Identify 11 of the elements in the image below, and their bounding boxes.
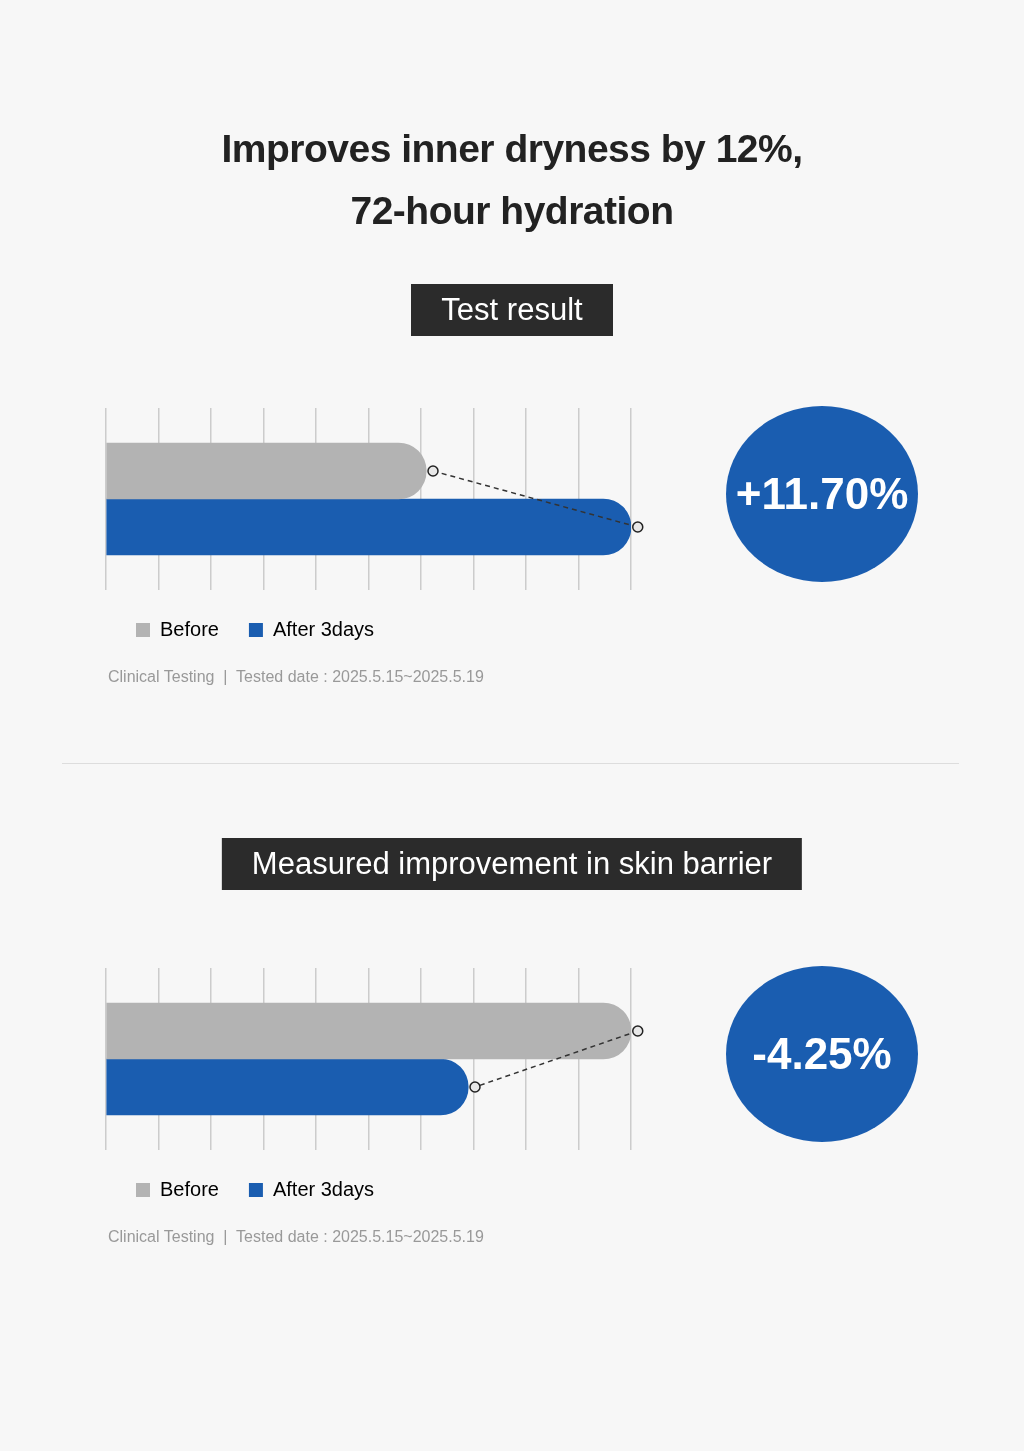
legend-label: After 3days [272, 1177, 375, 1200]
chart-subtitle: Test result [411, 284, 613, 336]
chart-title: Improves inner dryness by 12%, 72-hour hydration [220, 126, 804, 234]
legend-label: After 3days [272, 617, 375, 640]
circle-badge: -4.25% [726, 966, 918, 1142]
text: Clinical Testing | Tested date : 2025.5.15~2025.5.19 [108, 1228, 484, 1246]
text: Clinical Testing | Tested date : 2025.5.15~2025.5.19 [108, 668, 484, 686]
legend-label: Before [160, 617, 219, 640]
chart-title: Measured improvement in skin barrier [221, 838, 803, 890]
legend-label: Before [160, 1177, 219, 1200]
circle-badge: +11.70% [726, 406, 918, 582]
